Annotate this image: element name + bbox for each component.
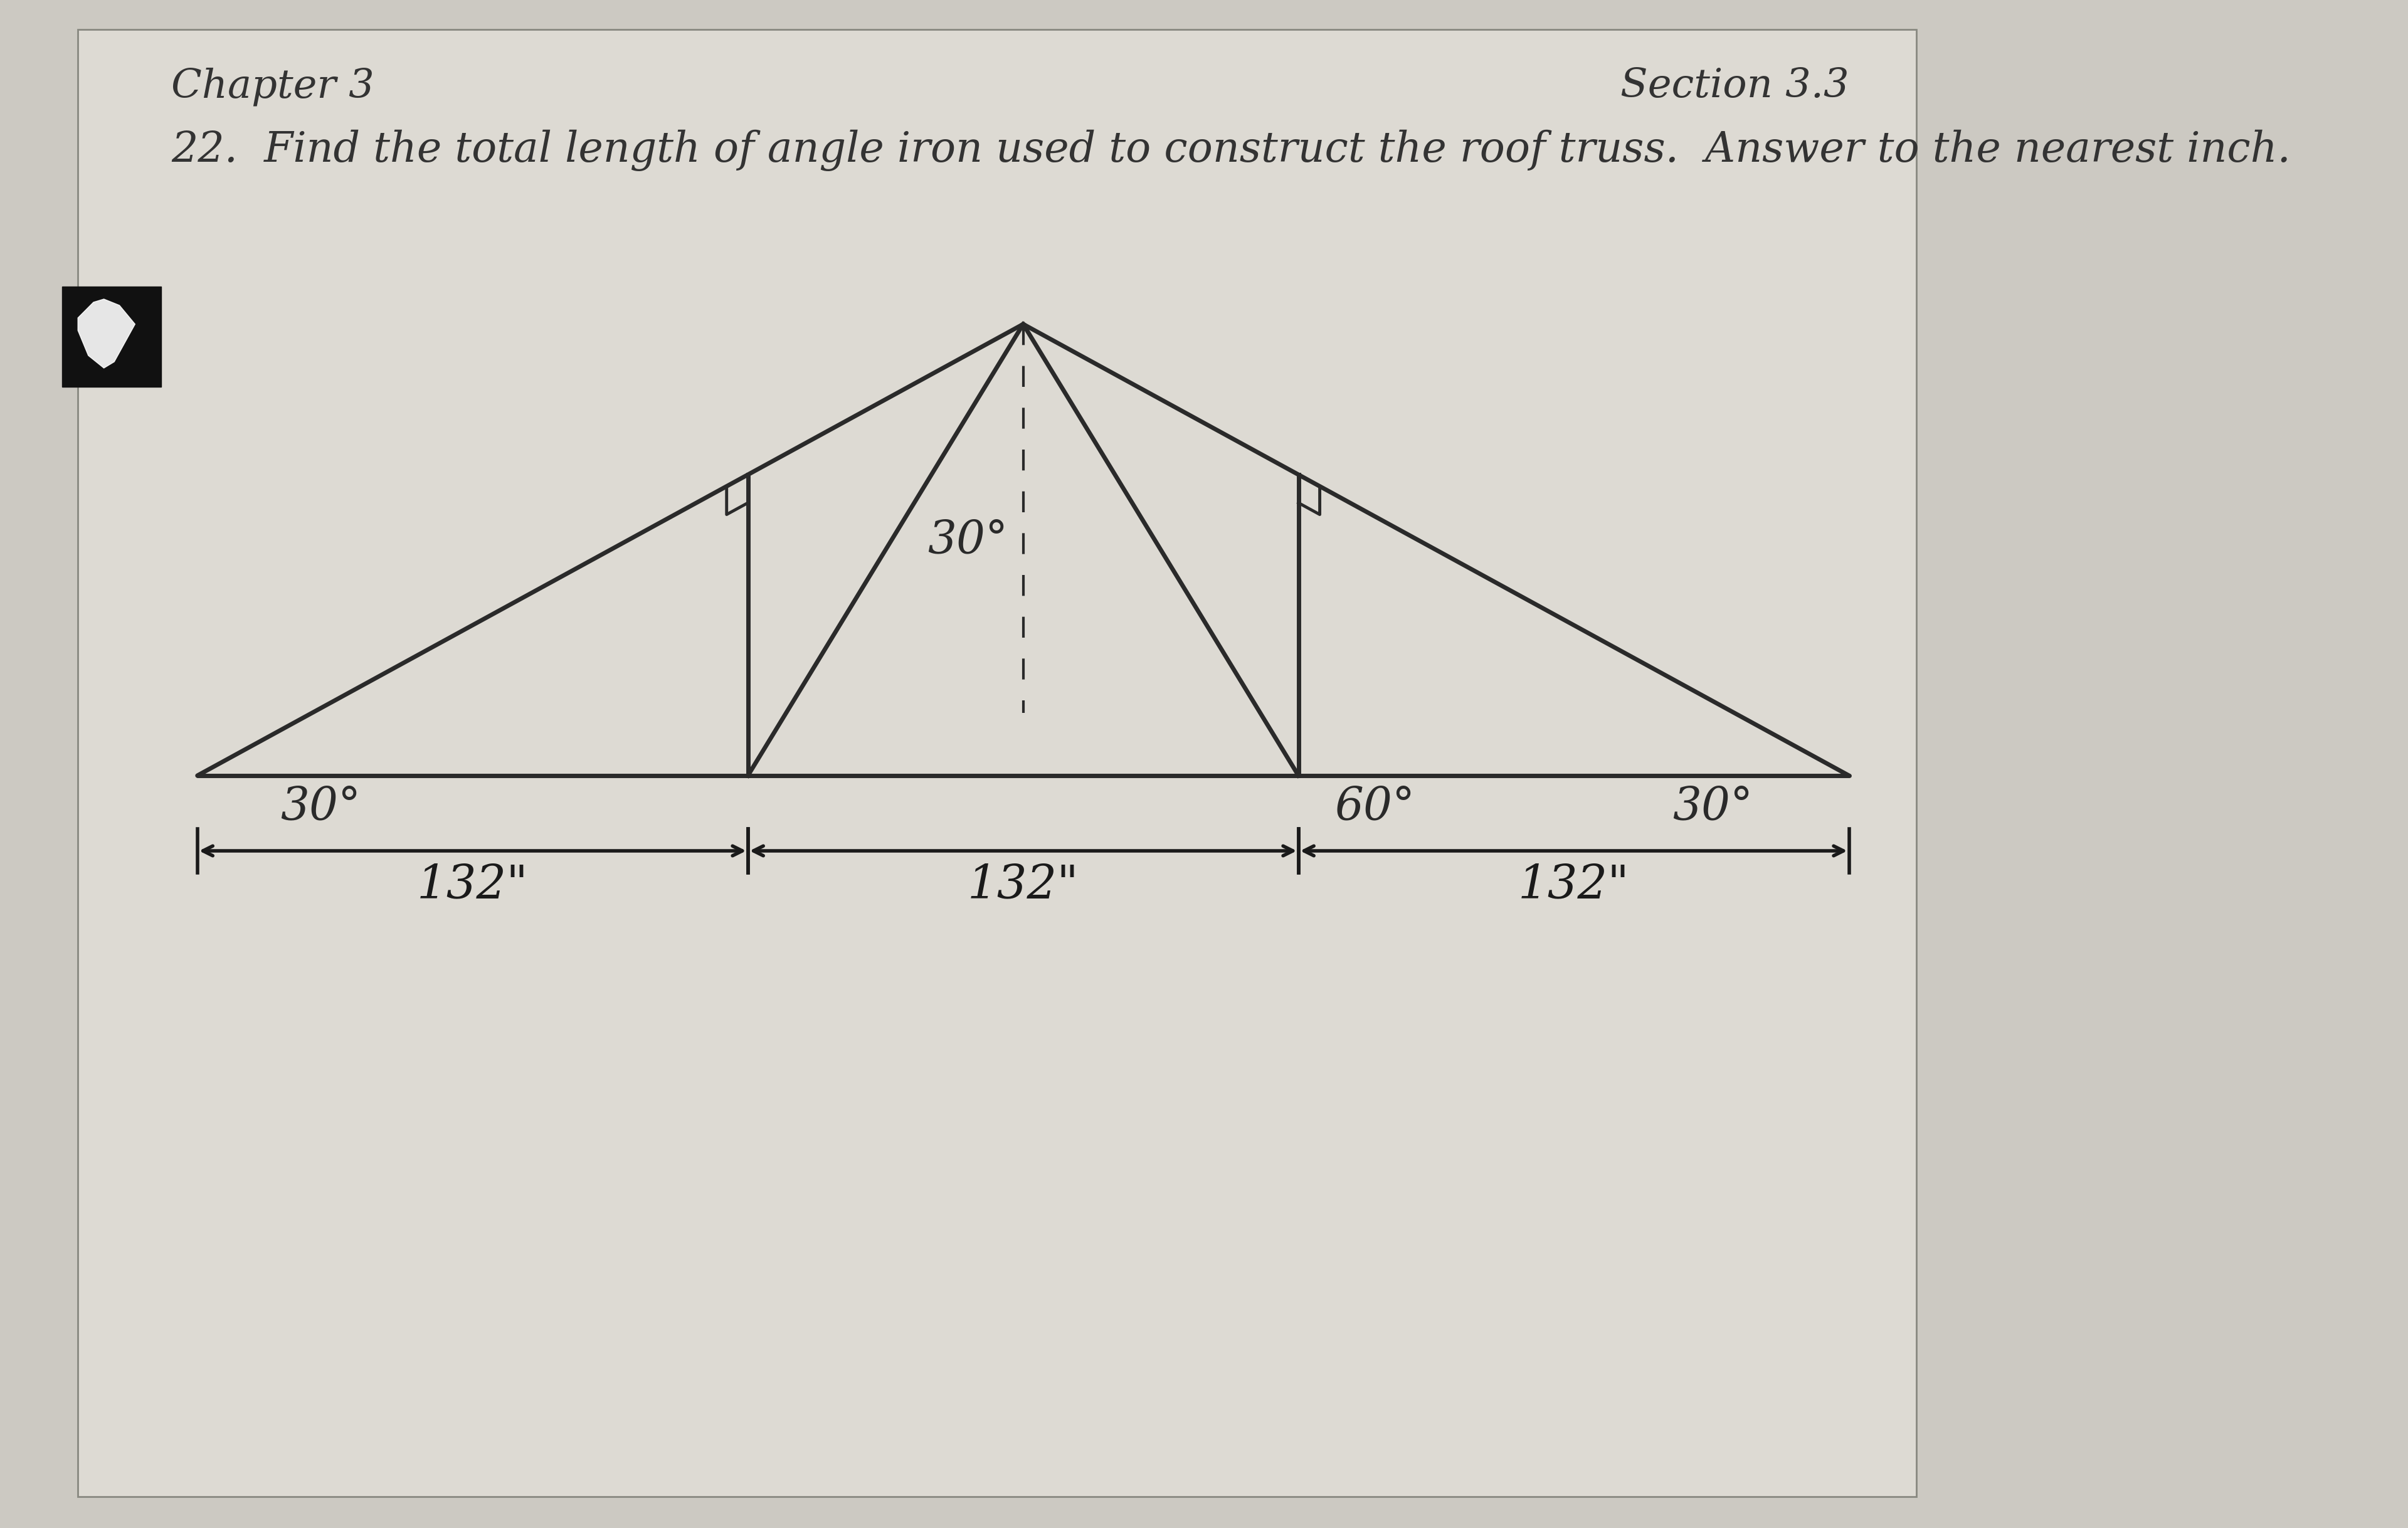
Text: 132": 132" (1517, 862, 1630, 908)
Text: Chapter 3: Chapter 3 (171, 67, 373, 105)
Text: 30°: 30° (927, 518, 1007, 562)
Text: Section 3.3: Section 3.3 (1621, 67, 1849, 105)
Text: 132": 132" (968, 862, 1079, 908)
Text: 132": 132" (417, 862, 527, 908)
Text: 30°: 30° (1674, 785, 1753, 830)
Text: 60°: 60° (1334, 785, 1416, 830)
FancyBboxPatch shape (77, 29, 1917, 1496)
Bar (63, 287, 161, 387)
Polygon shape (77, 299, 135, 368)
Text: 30°: 30° (279, 785, 361, 830)
Text: 22.  Find the total length of angle iron used to construct the roof truss.  Answ: 22. Find the total length of angle iron … (171, 130, 2290, 171)
